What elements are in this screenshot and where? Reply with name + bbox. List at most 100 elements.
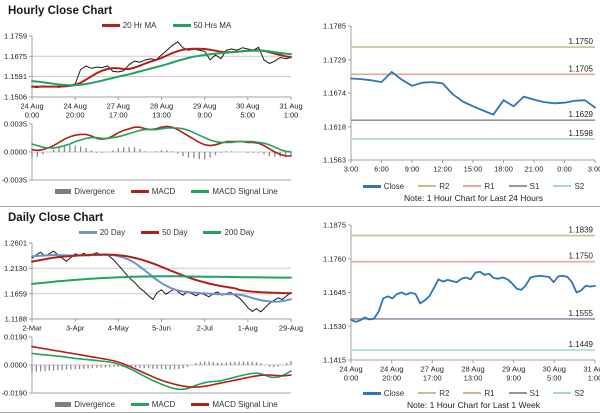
- legend-item-50hr-ma: 50 Hrs MA: [172, 21, 231, 30]
- svg-text:4-May: 4-May: [108, 324, 129, 333]
- svg-text:31 Aug: 31 Aug: [583, 365, 600, 374]
- svg-text:17:00: 17:00: [423, 374, 442, 383]
- line-swatch-20hr-ma: [101, 23, 120, 27]
- svg-text:18:00: 18:00: [494, 165, 513, 174]
- svg-text:5:00: 5:00: [240, 111, 255, 120]
- svg-text:17:00: 17:00: [109, 111, 128, 120]
- legend-label: R1: [484, 388, 495, 398]
- line-swatch-20day: [78, 230, 97, 234]
- svg-text:0:00: 0:00: [344, 374, 359, 383]
- svg-text:1.1563: 1.1563: [323, 156, 346, 165]
- legend-label: S2: [574, 181, 585, 191]
- svg-text:29 Aug: 29 Aug: [193, 102, 216, 111]
- legend-item-20day: 20 Day: [78, 228, 125, 237]
- svg-text:27 Aug: 27 Aug: [107, 102, 130, 111]
- line-swatch-macd: [130, 402, 149, 406]
- svg-text:1.1530: 1.1530: [323, 322, 346, 331]
- line-swatch-s1: [508, 185, 527, 187]
- svg-text:9:00: 9:00: [405, 165, 420, 174]
- svg-text:9:00: 9:00: [506, 374, 521, 383]
- svg-text:1.1591: 1.1591: [4, 72, 27, 81]
- svg-text:0:00: 0:00: [25, 111, 40, 120]
- svg-text:1.1729: 1.1729: [323, 55, 346, 64]
- svg-text:24 Aug: 24 Aug: [380, 365, 403, 374]
- legend-label: 20 Hr MA: [122, 20, 157, 30]
- svg-text:1.1629: 1.1629: [569, 110, 594, 119]
- svg-text:1.2601: 1.2601: [4, 239, 27, 248]
- line-swatch-50hr-ma: [172, 23, 191, 27]
- svg-text:1.1188: 1.1188: [5, 315, 27, 324]
- svg-text:1.1598: 1.1598: [569, 129, 594, 138]
- line-swatch-r1: [463, 392, 482, 394]
- legend-label: 50 Day: [162, 227, 188, 237]
- svg-text:1.1555: 1.1555: [569, 309, 594, 318]
- legend-item-macd-signal: MACD Signal Line: [191, 187, 278, 196]
- line-swatch-200day: [203, 230, 222, 234]
- daily-ma-legend: 20 Day 50 Day 200 Day: [0, 226, 305, 238]
- svg-text:27 Aug: 27 Aug: [421, 365, 444, 374]
- svg-text:5:00: 5:00: [547, 374, 562, 383]
- legend-item-r2: R2: [418, 389, 449, 398]
- svg-text:1.1750: 1.1750: [569, 252, 594, 261]
- legend-item-s2: S2: [553, 389, 584, 398]
- line-swatch-s2: [553, 185, 572, 187]
- line-swatch-close: [362, 184, 381, 188]
- legend-item-s2: S2: [553, 182, 584, 191]
- legend-item-macd-signal: MACD Signal Line: [191, 399, 278, 409]
- line-swatch-s2: [553, 392, 572, 394]
- legend-label: R2: [439, 181, 450, 191]
- svg-text:9:00: 9:00: [197, 111, 212, 120]
- legend-item-macd: MACD: [130, 186, 176, 196]
- legend-label: MACD: [151, 399, 176, 409]
- svg-text:24 Aug: 24 Aug: [339, 365, 362, 374]
- line-swatch-macd-signal: [191, 189, 210, 193]
- line-swatch-s1: [508, 392, 527, 394]
- svg-text:30 Aug: 30 Aug: [543, 365, 566, 374]
- legend-item-close: Close: [362, 182, 404, 191]
- svg-text:0.0000: 0.0000: [4, 148, 27, 157]
- svg-text:3:00: 3:00: [344, 165, 359, 174]
- line-swatch-r2: [418, 185, 437, 187]
- svg-text:28 Aug: 28 Aug: [150, 102, 173, 111]
- svg-text:1-Aug: 1-Aug: [238, 324, 258, 333]
- svg-text:1.1618: 1.1618: [323, 122, 346, 131]
- svg-text:2-Mar: 2-Mar: [22, 324, 42, 333]
- bar-swatch-divergence: [55, 188, 72, 194]
- daily-macd-chart: 0.0190 0.0000 -0.0190: [2, 333, 292, 398]
- svg-text:1.1875: 1.1875: [323, 221, 346, 230]
- legend-label: MACD: [151, 186, 176, 196]
- line-swatch-macd: [130, 189, 149, 193]
- svg-text:1.1675: 1.1675: [4, 52, 27, 61]
- legend-label: Close: [383, 388, 405, 398]
- line-swatch-r2: [418, 392, 437, 394]
- svg-text:28 Aug: 28 Aug: [461, 365, 484, 374]
- line-swatch-r1: [463, 185, 482, 187]
- weekly-pivot-legend: Close R2 R1 S1 S2: [305, 387, 600, 399]
- svg-text:13:00: 13:00: [464, 374, 483, 383]
- legend-label: S2: [574, 388, 585, 398]
- legend-label: R2: [439, 388, 450, 398]
- svg-text:3:00: 3:00: [588, 165, 600, 174]
- legend-label: R1: [484, 181, 495, 191]
- svg-text:-0.0035: -0.0035: [2, 176, 27, 185]
- legend-label: S1: [529, 388, 540, 398]
- legend-item-200day: 200 Day: [203, 228, 254, 237]
- svg-text:1.1760: 1.1760: [323, 254, 346, 263]
- svg-text:13:00: 13:00: [152, 111, 171, 120]
- hourly-macd-legend: Divergence MACD MACD Signal Line: [0, 185, 305, 197]
- daily-macd-legend: Divergence MACD MACD Signal Line: [0, 398, 305, 410]
- legend-label: 200 Day: [224, 227, 255, 237]
- legend-label: MACD Signal Line: [212, 399, 278, 409]
- line-swatch-close: [362, 391, 381, 395]
- daily-close-panel: Daily Close Chart 20 Day 50 Day 200 Day …: [0, 207, 305, 412]
- legend-item-macd: MACD: [130, 399, 176, 409]
- hourly-pivot-legend: Close R2 R1 S1 S2: [305, 180, 600, 192]
- svg-text:1.1674: 1.1674: [323, 89, 346, 98]
- hourly-macd-chart: 0.0035 0.0000 -0.0035: [2, 120, 292, 185]
- svg-text:1.1415: 1.1415: [323, 356, 346, 365]
